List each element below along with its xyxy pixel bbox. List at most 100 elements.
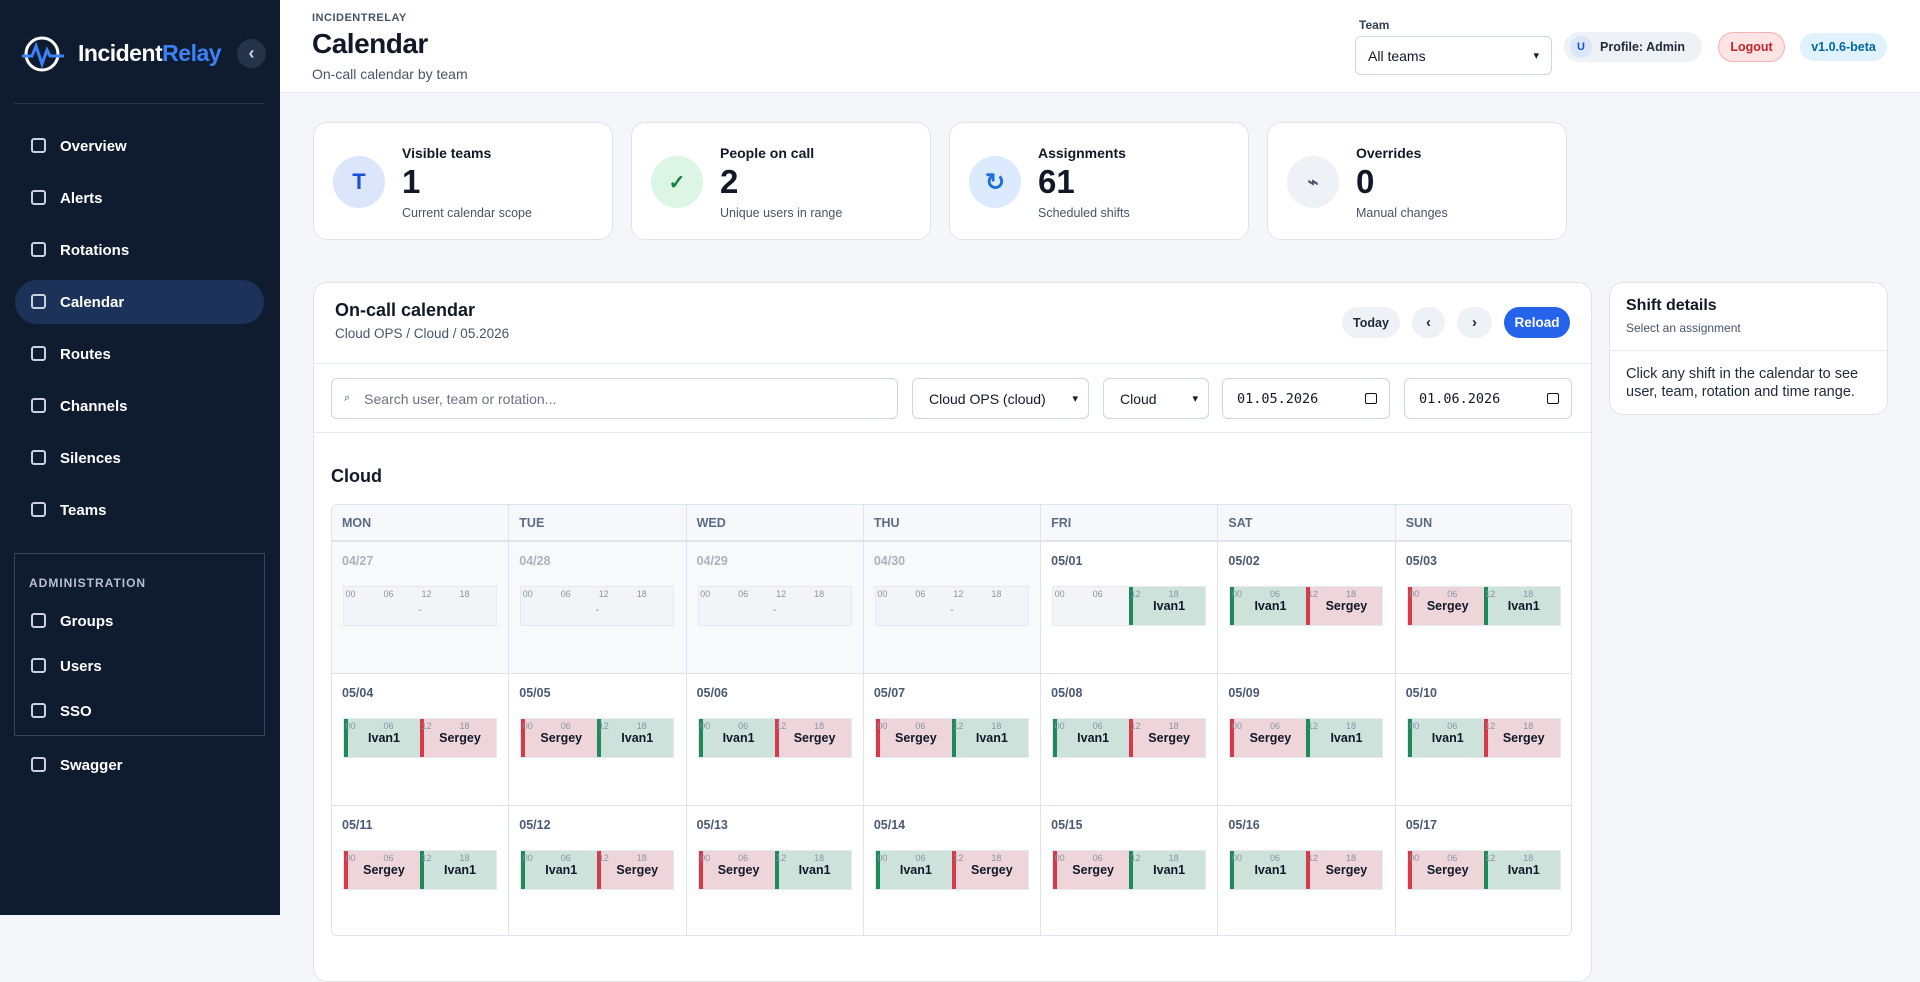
shift[interactable]: Sergey bbox=[344, 851, 420, 889]
shift[interactable]: Sergey bbox=[1129, 719, 1206, 757]
shift[interactable]: Ivan1 bbox=[875, 851, 952, 889]
hour-label: 06 bbox=[738, 721, 749, 731]
shift[interactable]: Ivan1 bbox=[1407, 719, 1484, 757]
hour-label: 06 bbox=[383, 721, 394, 731]
hour-label: 18 bbox=[1168, 589, 1179, 599]
shift-user: Sergey bbox=[540, 731, 583, 745]
shift-user: Ivan1 bbox=[368, 731, 400, 745]
hour-label: 18 bbox=[991, 721, 1002, 731]
shift[interactable]: Sergey bbox=[1230, 719, 1307, 757]
hour-label: 00 bbox=[522, 589, 533, 599]
hour-label: 00 bbox=[877, 589, 888, 599]
shift[interactable]: Ivan1 bbox=[1230, 851, 1307, 889]
shift[interactable]: Sergey bbox=[1407, 587, 1484, 625]
weekday: WED bbox=[687, 505, 864, 541]
nav-icon bbox=[31, 613, 46, 628]
shift[interactable]: Sergey bbox=[597, 851, 674, 889]
day-cell: 04/28 00 06 12 18 - bbox=[509, 541, 687, 673]
shift[interactable]: Sergey bbox=[698, 851, 775, 889]
team-select-value: All teams bbox=[1368, 47, 1426, 64]
shift[interactable]: Ivan1 bbox=[1483, 851, 1560, 889]
filter-select[interactable]: Cloud OPS (cloud) ▾ bbox=[912, 378, 1089, 419]
nav-item[interactable]: Users bbox=[15, 644, 264, 688]
nav-item[interactable]: Silences bbox=[15, 436, 264, 480]
profile[interactable]: U Profile: Admin bbox=[1564, 32, 1702, 62]
nav-item[interactable]: Groups bbox=[15, 599, 264, 643]
nav-item[interactable]: Overview bbox=[15, 124, 264, 168]
nav-item[interactable]: Alerts bbox=[15, 176, 264, 220]
shift[interactable]: Sergey bbox=[1407, 851, 1484, 889]
toolbar-button[interactable]: Reload bbox=[1504, 307, 1570, 338]
shift[interactable]: Ivan1 bbox=[698, 719, 775, 757]
hour-label: 06 bbox=[560, 853, 571, 863]
filter-select[interactable]: Cloud ▾ bbox=[1103, 378, 1209, 419]
hour-label: 12 bbox=[953, 853, 964, 863]
shift[interactable]: Ivan1 bbox=[774, 851, 851, 889]
shift[interactable]: Ivan1 bbox=[597, 719, 674, 757]
shift[interactable]: Ivan1 bbox=[420, 851, 496, 889]
nav-label: SSO bbox=[60, 702, 92, 720]
shift-bg bbox=[879, 719, 952, 757]
hour-label: 18 bbox=[636, 721, 647, 731]
shift[interactable]: Sergey bbox=[1306, 587, 1383, 625]
toolbar-button[interactable]: › bbox=[1457, 307, 1492, 338]
hour-label: 12 bbox=[776, 721, 787, 731]
filter-value: Cloud OPS (cloud) bbox=[929, 391, 1046, 407]
shift-user: Ivan1 bbox=[1254, 599, 1287, 613]
hour-label: 00 bbox=[700, 589, 711, 599]
timeline: Sergey Ivan1 00 06 12 18 bbox=[697, 850, 852, 890]
shift-user: Ivan1 bbox=[1153, 599, 1186, 613]
nav-item[interactable]: Swagger bbox=[15, 743, 264, 787]
timeline: 00 06 12 18 - bbox=[874, 586, 1029, 626]
nav-item[interactable]: Calendar bbox=[15, 280, 264, 324]
shift[interactable]: Ivan1 bbox=[951, 719, 1028, 757]
shift-user: Ivan1 bbox=[798, 863, 831, 877]
nav-label: Teams bbox=[60, 501, 107, 519]
toolbar-button[interactable]: Today bbox=[1342, 307, 1400, 338]
day-cell: 05/13 Sergey Ivan1 00 06 12 18 bbox=[686, 805, 864, 935]
hour-label: 12 bbox=[421, 589, 432, 599]
hour-label: 12 bbox=[1130, 853, 1141, 863]
nav-item[interactable]: SSO bbox=[15, 689, 264, 733]
shift-bg bbox=[1133, 719, 1206, 757]
nav-item[interactable]: Teams bbox=[15, 488, 264, 532]
shift[interactable]: Ivan1 bbox=[1053, 719, 1130, 757]
weekday: SUN bbox=[1396, 505, 1571, 541]
date-input[interactable]: 01.06.2026 bbox=[1404, 378, 1572, 419]
nav-item[interactable]: Routes bbox=[15, 332, 264, 376]
shift[interactable]: Ivan1 bbox=[1230, 587, 1307, 625]
hour-label: 12 bbox=[1307, 589, 1318, 599]
day-label: 04/30 bbox=[873, 554, 906, 568]
shift[interactable]: Ivan1 bbox=[1483, 587, 1560, 625]
day-cell: 05/17 Sergey Ivan1 00 06 12 18 bbox=[1395, 805, 1571, 935]
shift[interactable]: Ivan1 bbox=[1129, 587, 1206, 625]
shift[interactable]: Ivan1 bbox=[1306, 719, 1383, 757]
shift[interactable]: Sergey bbox=[875, 719, 952, 757]
shift[interactable]: Ivan1 bbox=[1129, 851, 1206, 889]
collapse-button[interactable]: ‹ bbox=[237, 39, 266, 68]
shift[interactable]: Sergey bbox=[951, 851, 1028, 889]
shift[interactable]: Sergey bbox=[521, 719, 598, 757]
sidebar: IncidentRelay ‹ ADMINISTRATION Overview A… bbox=[0, 0, 280, 915]
search-input[interactable]: ⌕ Search user, team or rotation... bbox=[331, 378, 898, 419]
nav-label: Silences bbox=[60, 449, 121, 467]
toolbar-button[interactable]: ‹ bbox=[1412, 307, 1445, 338]
date-input[interactable]: 01.05.2026 bbox=[1222, 378, 1390, 419]
shift[interactable]: Ivan1 bbox=[521, 851, 598, 889]
hour-label: 06 bbox=[1447, 853, 1458, 863]
shift[interactable]: Sergey bbox=[420, 719, 496, 757]
brand: IncidentRelay bbox=[78, 40, 222, 67]
shift[interactable]: Sergey bbox=[1483, 719, 1560, 757]
stat-value: 2 bbox=[720, 163, 739, 200]
logout-button[interactable]: Logout bbox=[1718, 32, 1785, 62]
nav-item[interactable]: Rotations bbox=[15, 228, 264, 272]
team-select[interactable]: All teams ▾ bbox=[1355, 36, 1552, 75]
nav-label: Users bbox=[60, 657, 102, 675]
nav-icon bbox=[31, 294, 46, 309]
shift[interactable]: Sergey bbox=[774, 719, 851, 757]
shift[interactable]: Sergey bbox=[1053, 851, 1130, 889]
stat-label: People on call bbox=[720, 145, 815, 161]
shift[interactable]: Ivan1 bbox=[344, 719, 420, 757]
shift[interactable]: Sergey bbox=[1306, 851, 1383, 889]
nav-item[interactable]: Channels bbox=[15, 384, 264, 428]
